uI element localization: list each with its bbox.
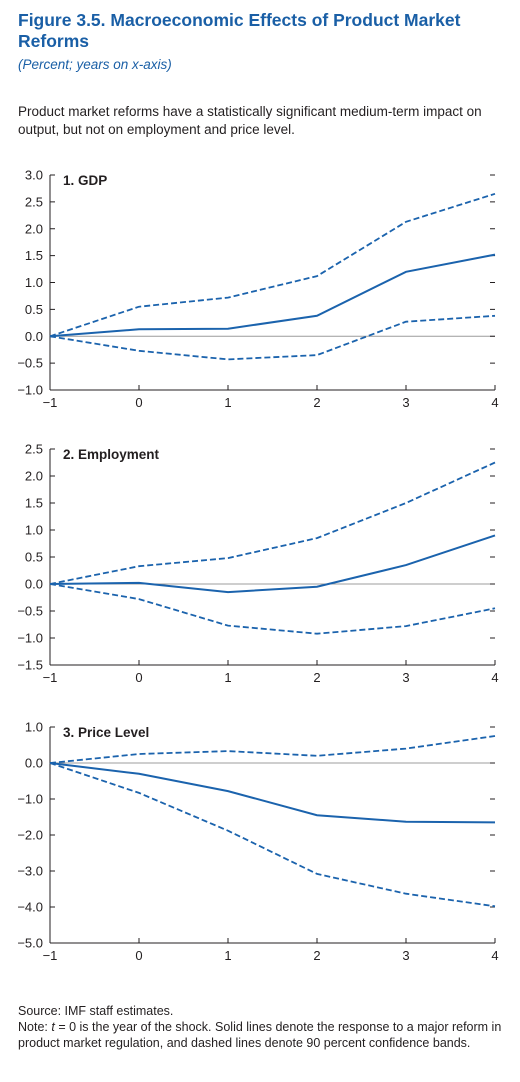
panel-2-y-tick-label: 1.5 bbox=[25, 496, 43, 511]
footnote-prefix: Note: bbox=[18, 1020, 52, 1034]
panel-1-y-tick-label: 1.0 bbox=[25, 275, 43, 290]
panel-3-y-tick-label: −5.0 bbox=[17, 936, 43, 951]
figure-description: Product market reforms have a statistica… bbox=[18, 104, 482, 137]
panel-3-y-tick-label: −3.0 bbox=[17, 864, 43, 879]
panel-3-x-tick-label: 3 bbox=[402, 948, 409, 963]
panel-2-y-tick-label: −1.5 bbox=[17, 658, 43, 673]
panel-1-x-tick-label: 3 bbox=[402, 395, 409, 410]
source-note: Source: IMF staff estimates. bbox=[18, 1004, 174, 1018]
panel-1-y-tick-label: −1.0 bbox=[17, 383, 43, 398]
panel-2-y-tick-label: −0.5 bbox=[17, 604, 43, 619]
footnote-text: = 0 is the year of the shock. Solid line… bbox=[18, 1020, 502, 1050]
panel-2-series-band-2 bbox=[49, 583, 496, 635]
figure-subtitle: (Percent; years on x-axis) bbox=[18, 57, 172, 72]
panel-1-series-response bbox=[49, 253, 496, 338]
panel-2-title: 2. Employment bbox=[63, 447, 160, 462]
panel-3-y-tick-label: 1.0 bbox=[25, 720, 43, 735]
panel-3-x-tick-label: 1 bbox=[224, 948, 231, 963]
panel-2-x-tick-label: 4 bbox=[491, 670, 498, 685]
footnote: Note: t = 0 is the year of the shock. So… bbox=[18, 1019, 513, 1051]
panel-2-x-tick-label: 3 bbox=[402, 670, 409, 685]
panel-3-series-band-1 bbox=[49, 735, 496, 764]
panel-2-y-tick-label: 0.5 bbox=[25, 550, 43, 565]
panel-2-y-tick-label: 0.0 bbox=[25, 577, 43, 592]
panel-3-x-tick-label: −1 bbox=[43, 948, 58, 963]
panel-2-series-band-1 bbox=[49, 461, 496, 585]
panel-1-x-tick-label: 4 bbox=[491, 395, 498, 410]
panel-3-series-response bbox=[49, 762, 496, 824]
panel-1-y-tick-label: 0.0 bbox=[25, 329, 43, 344]
panel-3-y-tick-label: 0.0 bbox=[25, 756, 43, 771]
panel-2-y-tick-label: −1.0 bbox=[17, 631, 43, 646]
footnote-variable: t bbox=[51, 1020, 55, 1034]
panel-2-x-tick-label: 1 bbox=[224, 670, 231, 685]
figure-title: Figure 3.5. Macroeconomic Effects of Pro… bbox=[18, 10, 461, 51]
panel-3-series-band-2 bbox=[49, 762, 496, 908]
panel-1-y-tick-label: 2.0 bbox=[25, 221, 43, 236]
panel-2-y-tick-label: 2.5 bbox=[25, 442, 43, 457]
figure-footer: Source: IMF staff estimates. Note: t = 0… bbox=[18, 1003, 513, 1051]
panel-3-y-tick-label: −4.0 bbox=[17, 900, 43, 915]
panel-1-y-tick-label: 0.5 bbox=[25, 302, 43, 317]
panel-2-x-tick-label: −1 bbox=[43, 670, 58, 685]
panel-1-y-tick-label: −0.5 bbox=[17, 356, 43, 371]
panel-1-title: 1. GDP bbox=[63, 173, 107, 188]
panel-3-y-tick-label: −2.0 bbox=[17, 828, 43, 843]
charts-canvas: 3.02.52.01.51.00.50.0−0.5−1.0−1 0 1 2 3 41. G… bbox=[17, 168, 498, 964]
panel-1-y-tick-label: 3.0 bbox=[25, 168, 43, 183]
panel-1-y-tick-label: 2.5 bbox=[25, 194, 43, 209]
panel-2-x-tick-label: 0 bbox=[135, 670, 142, 685]
panel-1-x-tick-label: 2 bbox=[313, 395, 320, 410]
panel-1-y-tick-label: 1.5 bbox=[25, 248, 43, 263]
panel-3-x-tick-label: 2 bbox=[313, 948, 320, 963]
panel-3-title: 3. Price Level bbox=[63, 725, 149, 740]
panel-1-series-band-1 bbox=[49, 192, 496, 338]
panel-2-series-response bbox=[49, 534, 496, 594]
panel-1-x-tick-label: 0 bbox=[135, 395, 142, 410]
panel-2-y-tick-label: 1.0 bbox=[25, 523, 43, 538]
panel-1-x-tick-label: 1 bbox=[224, 395, 231, 410]
panel-3-x-tick-label: 0 bbox=[135, 948, 142, 963]
panel-1-series-band-2 bbox=[49, 314, 496, 361]
panel-1-x-tick-label: −1 bbox=[43, 395, 58, 410]
panel-3-x-tick-label: 4 bbox=[491, 948, 498, 963]
panel-2-x-tick-label: 2 bbox=[313, 670, 320, 685]
panel-2-y-tick-label: 2.0 bbox=[25, 469, 43, 484]
panel-3-y-tick-label: −1.0 bbox=[17, 792, 43, 807]
